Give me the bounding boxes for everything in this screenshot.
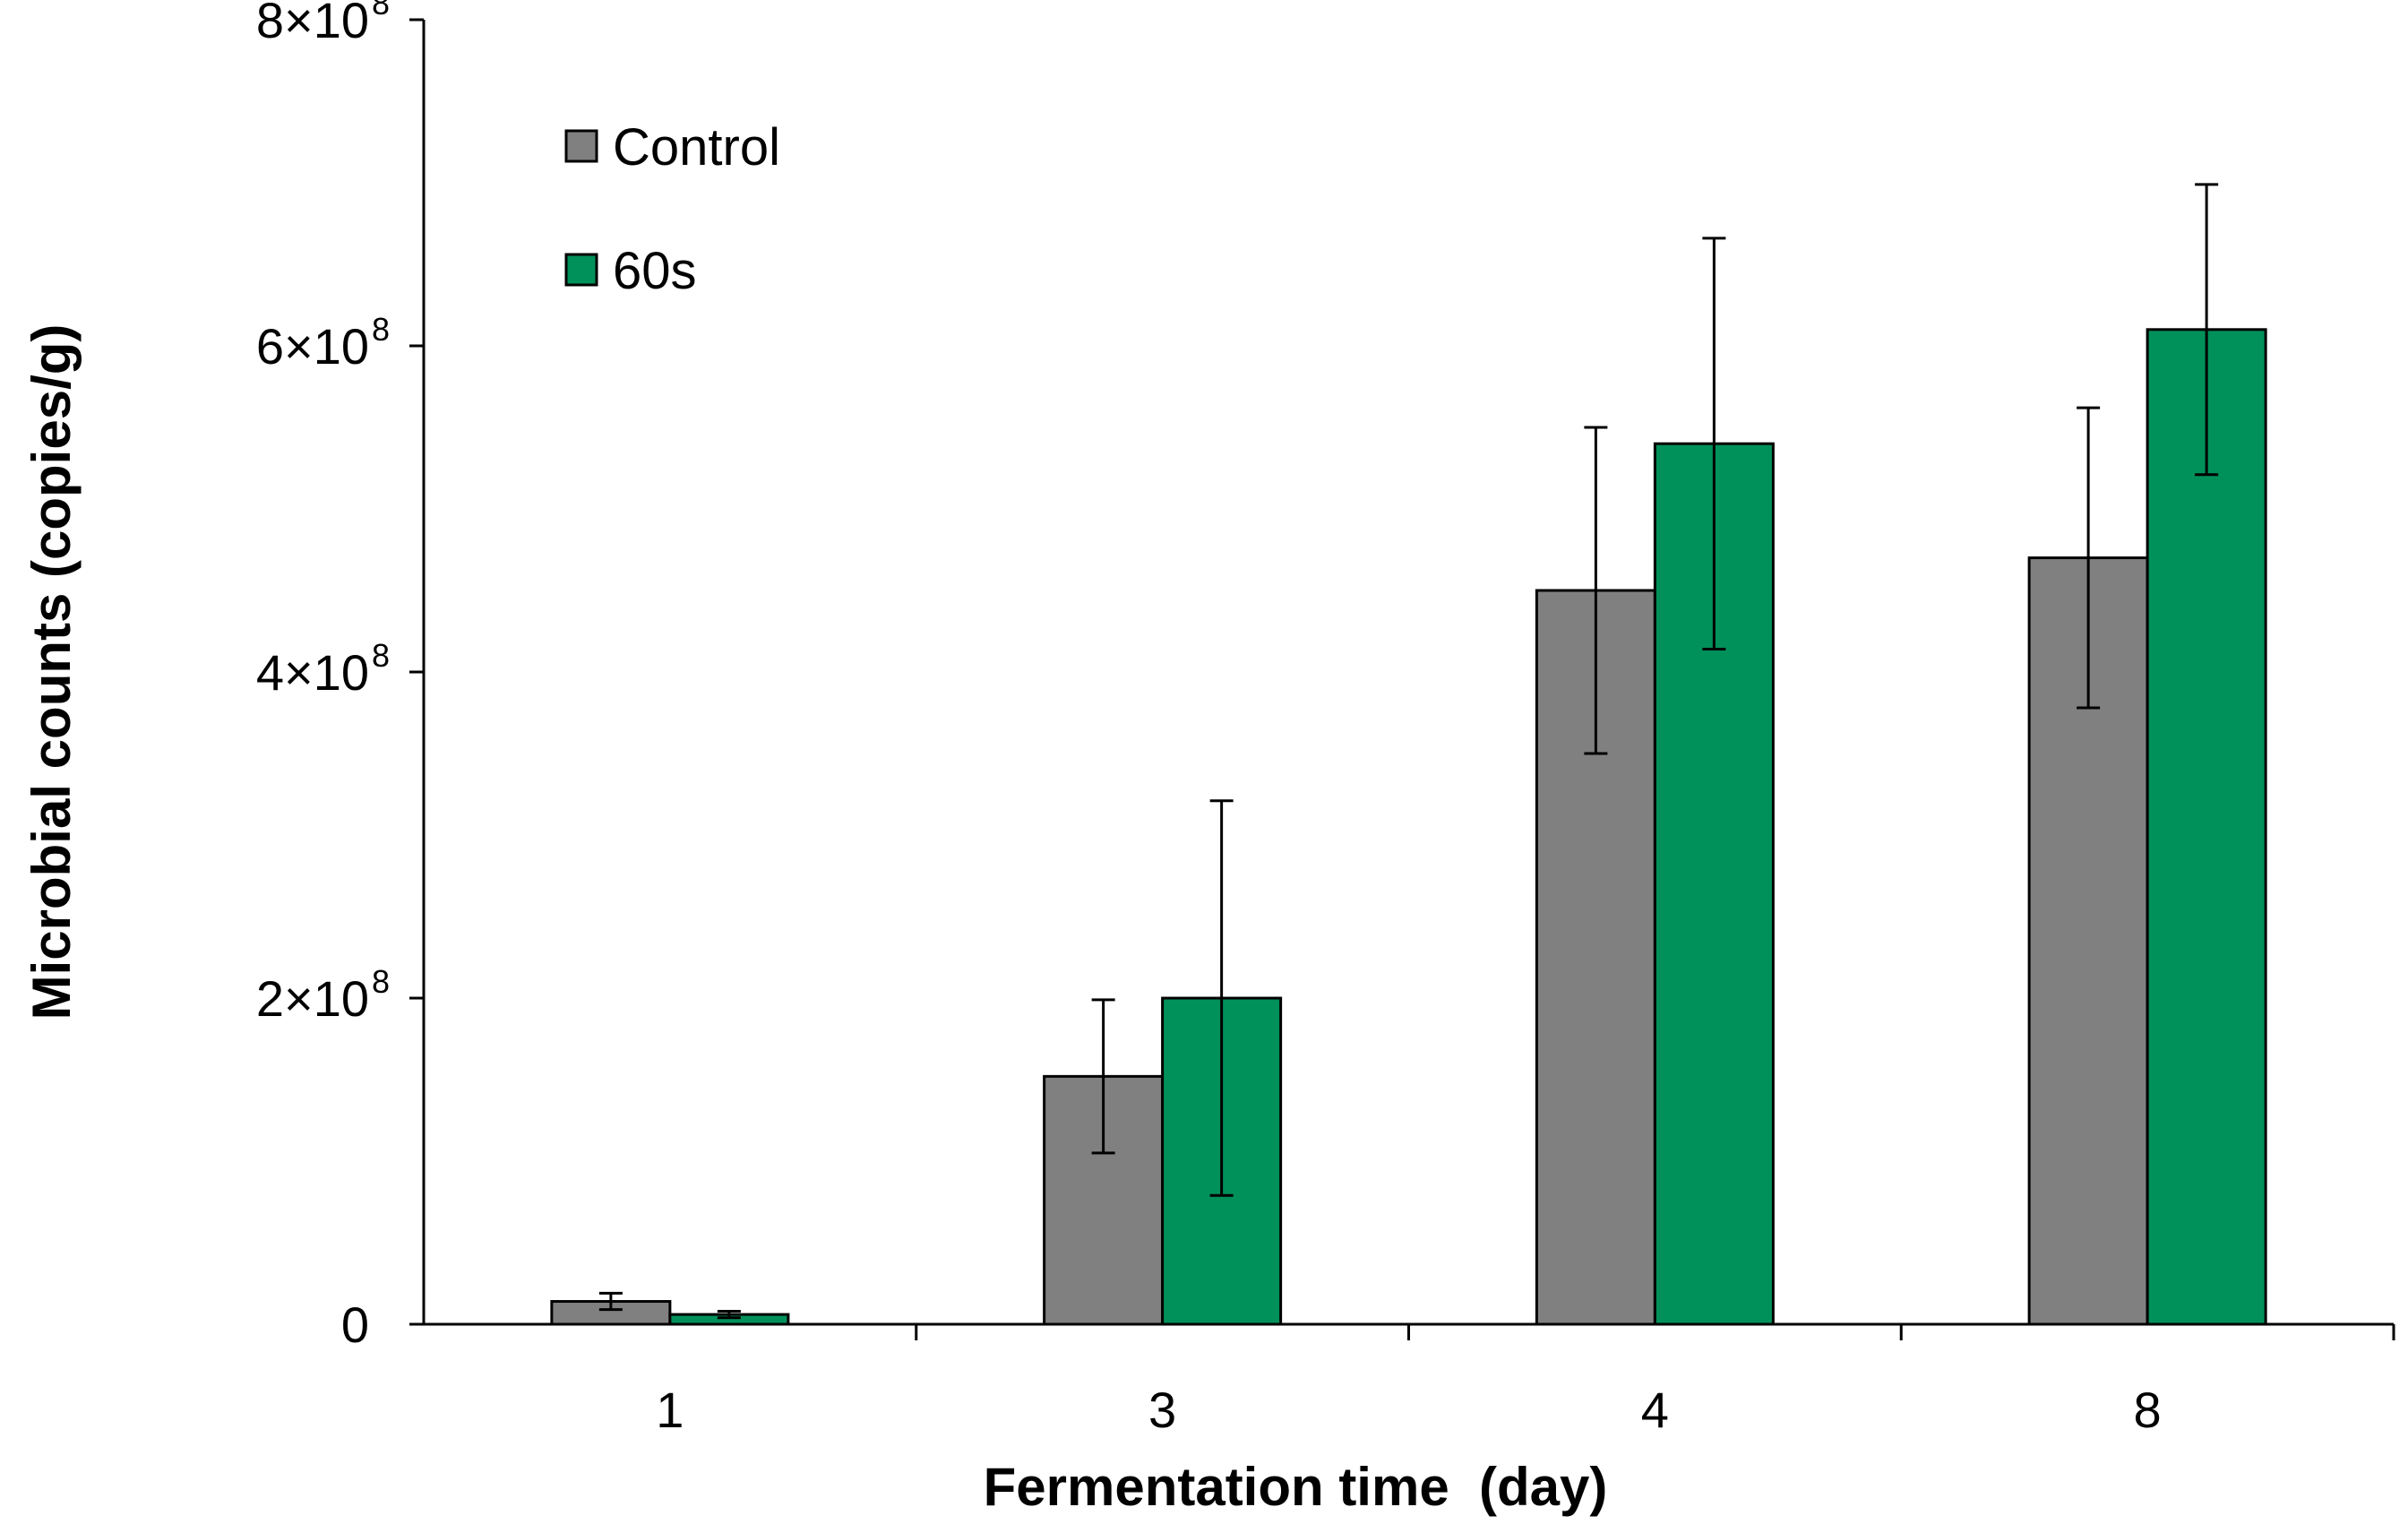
error-bar-control-8	[2077, 406, 2101, 710]
legend-label-60s: 60s	[613, 242, 697, 300]
x-axis-title: Fermentation time (day)	[984, 1457, 1608, 1517]
x-tick-label: 4	[1641, 1382, 1669, 1438]
y-tick-exponent: 8	[372, 963, 390, 1000]
legend: Control 60s	[564, 118, 780, 300]
x-tick-label: 1	[656, 1382, 684, 1438]
x-tick-label: 8	[2134, 1382, 2162, 1438]
y-axis-title: Microbial counts (copies/g)	[22, 324, 82, 1021]
y-tick-label: 2×10	[256, 970, 369, 1027]
error-bar-control-4	[1584, 426, 1608, 755]
y-tick-exponent: 8	[372, 0, 390, 22]
bars	[550, 328, 2267, 1326]
bar-60s-8	[2146, 328, 2267, 1326]
y-tick-label: 6×10	[256, 318, 369, 375]
error-bars	[598, 183, 2219, 1320]
legend-label-control: Control	[613, 118, 780, 177]
legend-swatch-60s	[564, 253, 598, 287]
error-bar-60s-3	[1209, 799, 1234, 1197]
x-tick-labels: 1 3 4 8	[656, 1382, 2161, 1438]
y-ticks	[409, 18, 424, 1326]
error-bar-60s-4	[1702, 237, 1726, 651]
error-bar-control-1	[598, 1291, 623, 1312]
y-tick-exponent: 8	[372, 637, 390, 674]
error-bar-control-3	[1091, 998, 1115, 1155]
y-tick-label: 4×10	[256, 644, 369, 701]
y-tick-exponent: 8	[372, 311, 390, 348]
y-tick-label: 8×10	[256, 0, 369, 48]
error-bar-60s-8	[2195, 183, 2219, 477]
y-tick-label: 0	[341, 1296, 369, 1353]
x-ticks	[915, 1324, 2395, 1340]
x-tick-label: 3	[1148, 1382, 1176, 1438]
legend-swatch-control	[564, 129, 598, 163]
y-tick-labels: 02×10 84×10 86×10 88×10 8	[256, 0, 390, 1353]
error-bar-60s-1	[717, 1309, 741, 1320]
